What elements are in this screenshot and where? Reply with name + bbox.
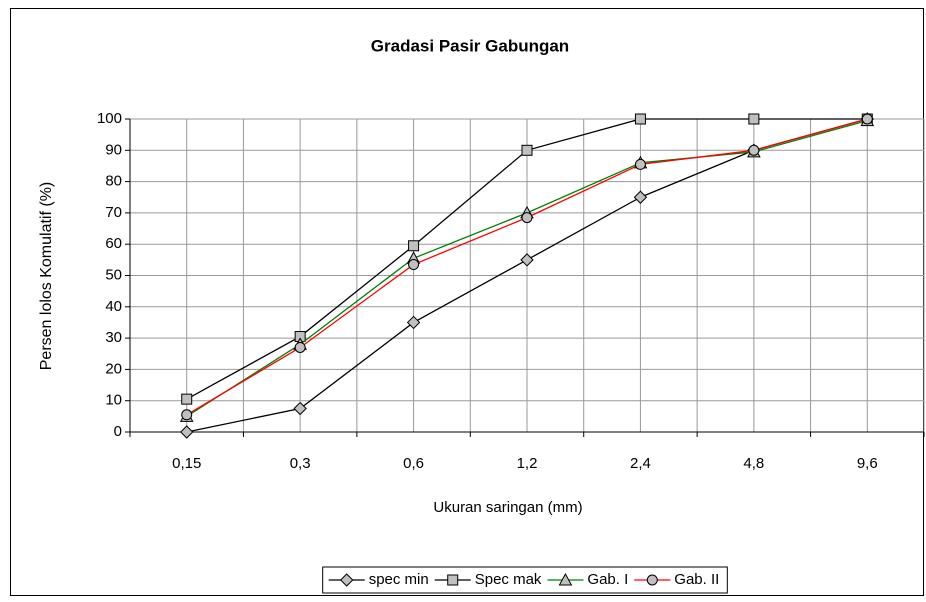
marker: [521, 212, 533, 224]
marker: [408, 240, 420, 252]
marker: [181, 409, 193, 421]
marker: [339, 573, 354, 587]
legend-label: Gab. I: [587, 571, 628, 588]
marker: [180, 425, 194, 439]
marker: [293, 401, 307, 416]
x-tick-label: 0,15: [172, 455, 201, 472]
y-tick-label: 100: [97, 110, 122, 127]
marker: [558, 572, 573, 586]
x-tick-label: 9,6: [857, 455, 878, 472]
marker: [521, 144, 533, 156]
y-tick-label: 60: [105, 235, 122, 252]
marker: [634, 113, 646, 125]
y-tick-label: 30: [105, 329, 122, 346]
x-tick-label: 0,6: [403, 455, 424, 472]
legend: spec min Spec mak Gab. I Gab. II: [322, 566, 728, 594]
legend-label: spec min: [369, 571, 429, 588]
y-tick-label: 40: [105, 298, 122, 315]
marker: [646, 574, 658, 586]
x-tick-label: 2,4: [630, 455, 651, 472]
marker: [748, 113, 760, 125]
marker: [748, 144, 760, 156]
marker: [634, 158, 646, 170]
marker: [520, 253, 534, 267]
chart-border: [10, 8, 924, 596]
marker: [181, 393, 193, 405]
chart-title: Gradasi Pasir Gabungan: [371, 36, 569, 55]
x-axis-label: Ukuran saringan (mm): [433, 499, 582, 516]
x-tick-label: 1,2: [517, 455, 538, 472]
x-tick-label: 0,3: [290, 455, 311, 472]
marker: [294, 341, 306, 353]
legend-label: Spec mak: [475, 571, 542, 588]
y-tick-label: 80: [105, 173, 122, 190]
marker: [406, 315, 421, 330]
marker: [408, 259, 420, 271]
marker: [447, 574, 459, 586]
y-tick-label: 90: [105, 141, 122, 158]
legend-label: Gab. II: [674, 571, 719, 588]
marker: [633, 190, 648, 204]
y-tick-label: 50: [105, 266, 122, 283]
y-tick-label: 70: [105, 204, 122, 221]
y-tick-label: 10: [105, 392, 122, 409]
marker: [861, 113, 873, 125]
x-tick-label: 4,8: [743, 455, 764, 472]
y-axis-label: Persen lolos Komulatif (%): [38, 182, 55, 371]
y-tick-label: 20: [105, 360, 122, 377]
y-tick-label: 0: [114, 423, 122, 440]
